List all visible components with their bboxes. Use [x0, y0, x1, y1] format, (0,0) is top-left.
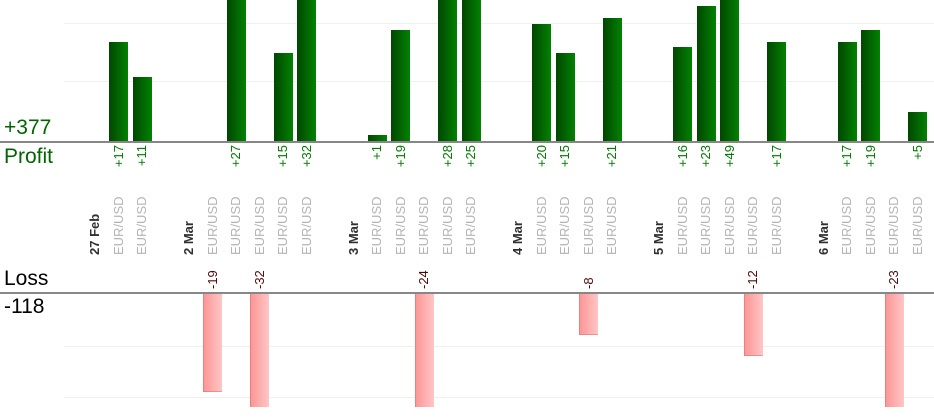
profit-total-label: +377 [4, 116, 52, 139]
profit-bar [838, 42, 857, 141]
date-label: 27 Feb [87, 213, 102, 255]
loss-value-label: -32 [252, 270, 267, 289]
date-label: 4 Mar [510, 221, 525, 255]
loss-value-label: -8 [581, 277, 596, 289]
profit-gridline [64, 81, 934, 82]
profit-value-label: +32 [299, 145, 314, 168]
profit-value-label: +19 [863, 145, 878, 168]
profit-chart-area [0, 0, 934, 141]
loss-total-label: -118 [4, 295, 45, 318]
profit-value-label: +16 [675, 145, 690, 168]
loss-bar [579, 294, 598, 335]
loss-value-label: -12 [745, 270, 760, 289]
profit-bar [720, 0, 739, 141]
profit-bar [697, 6, 716, 141]
loss-axis-caption: Loss [4, 267, 49, 290]
profit-value-label: +19 [393, 145, 408, 168]
profit-axis-line [0, 141, 934, 143]
date-label: 6 Mar [816, 221, 831, 255]
profit-bar [767, 42, 786, 141]
profit-bar [908, 112, 927, 141]
profit-value-label: +11 [134, 145, 149, 167]
profit-value-label: +15 [275, 145, 290, 168]
loss-value-label: -24 [416, 270, 431, 289]
loss-chart-area [0, 294, 934, 407]
profit-axis-caption: Profit [4, 145, 54, 168]
loss-value-label: -23 [886, 270, 901, 289]
profit-value-label: +27 [228, 145, 243, 168]
profit-bar [861, 30, 880, 141]
profit-value-label: +17 [769, 145, 784, 168]
profit-value-label: +5 [910, 145, 925, 160]
profit-gridline [64, 23, 934, 24]
profit-bar [673, 47, 692, 141]
profit-bar [227, 0, 246, 141]
profit-value-label: +49 [722, 145, 737, 168]
profit-bar [274, 53, 293, 141]
profit-value-label: +1 [369, 145, 384, 160]
loss-bar [744, 294, 763, 356]
profit-value-label: +25 [463, 145, 478, 168]
profit-value-label: +23 [698, 145, 713, 168]
profit-bar [109, 42, 128, 141]
loss-value-label: -19 [205, 270, 220, 289]
profit-bar [532, 24, 551, 141]
loss-bar [250, 294, 269, 407]
profit-value-label: +15 [557, 145, 572, 168]
profit-bar [556, 53, 575, 141]
profit-bar [368, 135, 387, 141]
profit-value-label: +28 [440, 145, 455, 168]
profit-bar [391, 30, 410, 141]
profit-value-label: +21 [604, 145, 619, 168]
profit-bar [297, 0, 316, 141]
date-label: 5 Mar [651, 221, 666, 255]
loss-bar [885, 294, 904, 407]
profit-bar [603, 18, 622, 141]
loss-axis-line [0, 292, 934, 294]
loss-bar [415, 294, 434, 407]
date-label: 3 Mar [346, 221, 361, 255]
loss-gridline [64, 397, 934, 398]
profit-value-label: +17 [111, 145, 126, 168]
profit-bar [133, 77, 152, 141]
profit-value-label: +20 [534, 145, 549, 168]
loss-bar [203, 294, 222, 392]
date-label: 2 Mar [181, 221, 196, 255]
profit-bar [438, 0, 457, 141]
loss-gridline [64, 346, 934, 347]
profit-bar [462, 0, 481, 141]
profit-value-label: +17 [839, 145, 854, 168]
